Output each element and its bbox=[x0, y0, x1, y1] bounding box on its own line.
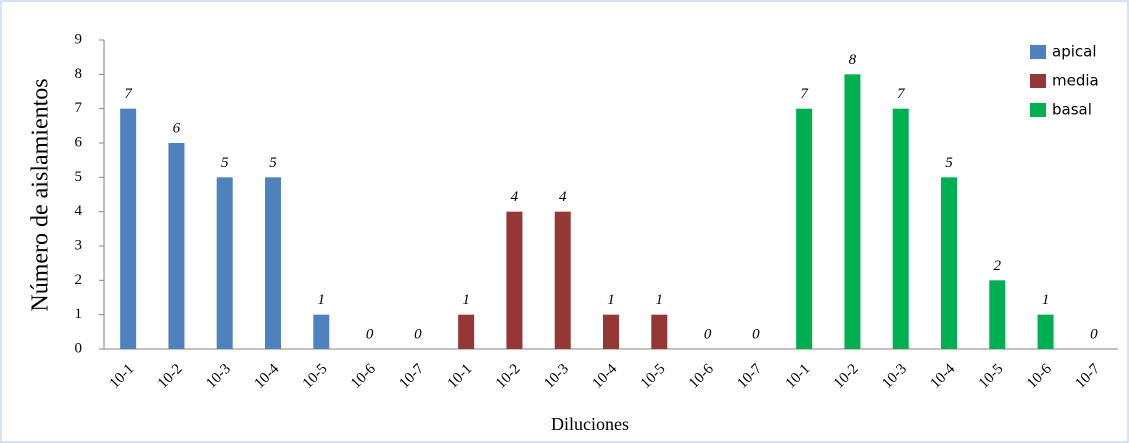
data-label: 1 bbox=[318, 292, 326, 308]
bar bbox=[120, 108, 137, 350]
legend-swatch bbox=[1030, 103, 1046, 117]
bar bbox=[216, 177, 233, 349]
x-axis-title: Diluciones bbox=[551, 414, 629, 434]
data-label: 5 bbox=[221, 155, 229, 171]
data-label: 0 bbox=[1090, 326, 1098, 342]
bar bbox=[554, 211, 571, 349]
data-label: 1 bbox=[656, 292, 664, 308]
bar bbox=[796, 108, 813, 350]
data-label: 8 bbox=[849, 52, 857, 68]
y-tick-label: 9 bbox=[75, 31, 83, 47]
data-label: 5 bbox=[945, 155, 953, 171]
bar bbox=[1037, 314, 1054, 349]
legend-swatch bbox=[1030, 45, 1046, 59]
bar bbox=[844, 74, 861, 349]
y-tick-label: 5 bbox=[75, 169, 83, 185]
data-label: 7 bbox=[124, 86, 133, 102]
y-tick-label: 7 bbox=[75, 100, 83, 116]
bar bbox=[603, 314, 619, 349]
bar bbox=[989, 280, 1006, 349]
data-label: 1 bbox=[1042, 292, 1050, 308]
y-tick-label: 3 bbox=[75, 237, 83, 253]
data-label: 0 bbox=[752, 326, 760, 342]
legend-label: apical bbox=[1052, 43, 1097, 61]
data-label: 4 bbox=[559, 189, 567, 205]
legend-label: basal bbox=[1052, 101, 1092, 119]
data-label: 4 bbox=[511, 189, 519, 205]
y-tick-label: 4 bbox=[75, 203, 83, 219]
data-label: 0 bbox=[704, 326, 712, 342]
y-tick-label: 1 bbox=[75, 306, 83, 322]
bar bbox=[458, 314, 475, 349]
y-tick-label: 8 bbox=[75, 66, 83, 82]
data-label: 1 bbox=[607, 292, 615, 308]
data-label: 2 bbox=[994, 258, 1002, 274]
data-label: 0 bbox=[414, 326, 422, 342]
data-label: 1 bbox=[462, 292, 470, 308]
bar bbox=[506, 211, 523, 349]
bar bbox=[265, 177, 281, 349]
data-label: 0 bbox=[366, 326, 374, 342]
y-tick-label: 2 bbox=[75, 272, 83, 288]
bar bbox=[892, 108, 909, 350]
data-label: 5 bbox=[269, 155, 277, 171]
legend-swatch bbox=[1030, 74, 1046, 88]
data-label: 6 bbox=[173, 120, 181, 136]
bar bbox=[313, 314, 330, 349]
bar bbox=[941, 177, 957, 349]
data-label: 7 bbox=[800, 86, 809, 102]
y-tick-label: 0 bbox=[75, 340, 83, 356]
y-axis-title: Número de aislamientos bbox=[28, 78, 54, 311]
bar bbox=[651, 314, 668, 349]
legend-label: media bbox=[1052, 72, 1099, 90]
y-tick-label: 6 bbox=[75, 134, 83, 150]
bar bbox=[168, 143, 185, 349]
data-label: 7 bbox=[897, 86, 906, 102]
